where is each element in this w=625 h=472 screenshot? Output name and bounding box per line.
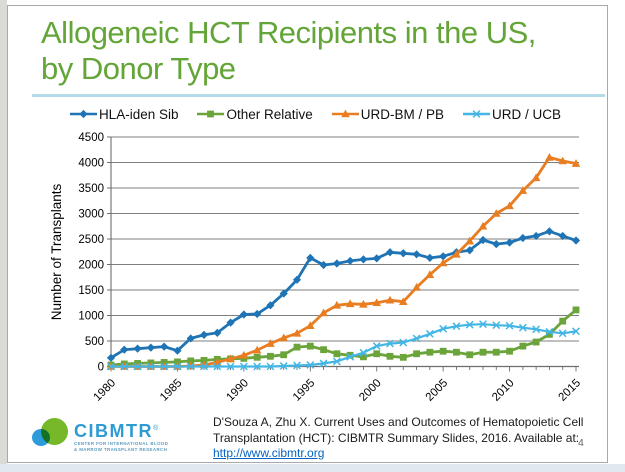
logo-text: CIBMTR® CENTER FOR INTERNATIONAL BLOOD &…: [74, 419, 168, 452]
x-tick-label: 2000: [357, 377, 384, 404]
chart-legend: HLA-iden Sib Other Relative URD-BM / PB URD…: [38, 103, 593, 125]
y-tick-label: 2500: [78, 234, 104, 246]
legend-square-marker-icon: [197, 110, 225, 118]
citation-line1: D'Souza A, Zhu X. Current Uses and Outco…: [213, 415, 584, 429]
y-axis: 0 500 1000 1500 2000 2500 3000 3500 4000 4500: [78, 132, 112, 374]
legend-triangle-marker-icon: [331, 109, 359, 118]
x-tick-label: 1995: [291, 377, 318, 404]
cibmtr-logo-icon: [32, 418, 68, 452]
y-tick-label: 4500: [78, 132, 104, 144]
page-title-line1: Allogeneic HCT Recipients in the US,: [41, 15, 536, 50]
legend-label: URD-BM / PB: [360, 106, 445, 122]
x-tick-label: 2010: [490, 377, 517, 404]
logo-blue-circle-icon: [32, 429, 50, 446]
window-bottom-strip: [0, 464, 625, 472]
legend-label: HLA-iden Sib: [98, 106, 179, 122]
page-title-line2: by Donor Type: [41, 51, 236, 86]
legend-label: Other Relative: [226, 106, 313, 122]
y-tick-label: 1500: [78, 285, 104, 297]
x-tick-label: 1990: [224, 377, 251, 404]
series-hla-iden-sib: [106, 227, 581, 362]
logo-wordmark: CIBMTR®: [74, 421, 160, 441]
y-tick-label: 3500: [78, 183, 104, 195]
legend-item-1: HLA-iden Sib: [69, 106, 179, 122]
legend-item-3: URD-BM / PB: [331, 106, 445, 122]
citation-line2: Transplantation (HCT): CIBMTR Summary Sl…: [213, 430, 580, 445]
title-underline-rule: [32, 94, 605, 97]
y-tick-label: 0: [98, 362, 104, 374]
y-tick-label: 500: [85, 336, 104, 348]
y-tick-label: 3000: [78, 209, 104, 221]
registered-trademark-icon: ®: [153, 425, 160, 432]
legend-item-4: URD / UCB: [463, 107, 561, 122]
y-tick-label: 1000: [78, 311, 104, 323]
x-tick-label: 2015: [557, 377, 584, 404]
page-number: 4: [578, 437, 584, 449]
x-tick-label: 1985: [158, 377, 185, 404]
gridlines: [111, 136, 579, 342]
y-tick-label: 2000: [78, 260, 104, 272]
page-title: Allogeneic HCT Recipients in the US, by …: [41, 15, 601, 87]
logo-tagline-line1: CENTER FOR INTERNATIONAL BLOOD: [74, 441, 169, 446]
series-urd-ucb: [107, 320, 580, 371]
cibmtr-logo: CIBMTR® CENTER FOR INTERNATIONAL BLOOD &…: [32, 416, 192, 464]
x-tick-label: 2005: [424, 377, 451, 404]
y-axis-title: Number of Transplants: [49, 183, 64, 320]
legend-label: URD / UCB: [492, 106, 562, 122]
legend-x-marker-icon: [463, 110, 491, 118]
legend-diamond-marker-icon: [69, 109, 97, 119]
citation-link[interactable]: http://www.cibmtr.org: [213, 446, 325, 460]
donor-type-line-chart: 0 500 1000 1500 2000 2500 3000 3500 4000 4500 1980…: [49, 132, 584, 404]
citation: D'Souza A, Zhu X. Current Uses and Outco…: [213, 415, 605, 462]
window-edge-strip: [0, 0, 7, 472]
x-tick-label: 1980: [92, 377, 119, 404]
logo-tagline-line2: & MARROW TRANSPLANT RESEARCH: [74, 446, 168, 452]
slide: Allogeneic HCT Recipients in the US, by …: [7, 5, 608, 463]
y-tick-label: 4000: [78, 158, 104, 170]
legend-item-2: Other Relative: [197, 106, 313, 122]
x-axis: 1980 1985 1990 1995 2000 2005 2010 2015: [92, 365, 584, 404]
